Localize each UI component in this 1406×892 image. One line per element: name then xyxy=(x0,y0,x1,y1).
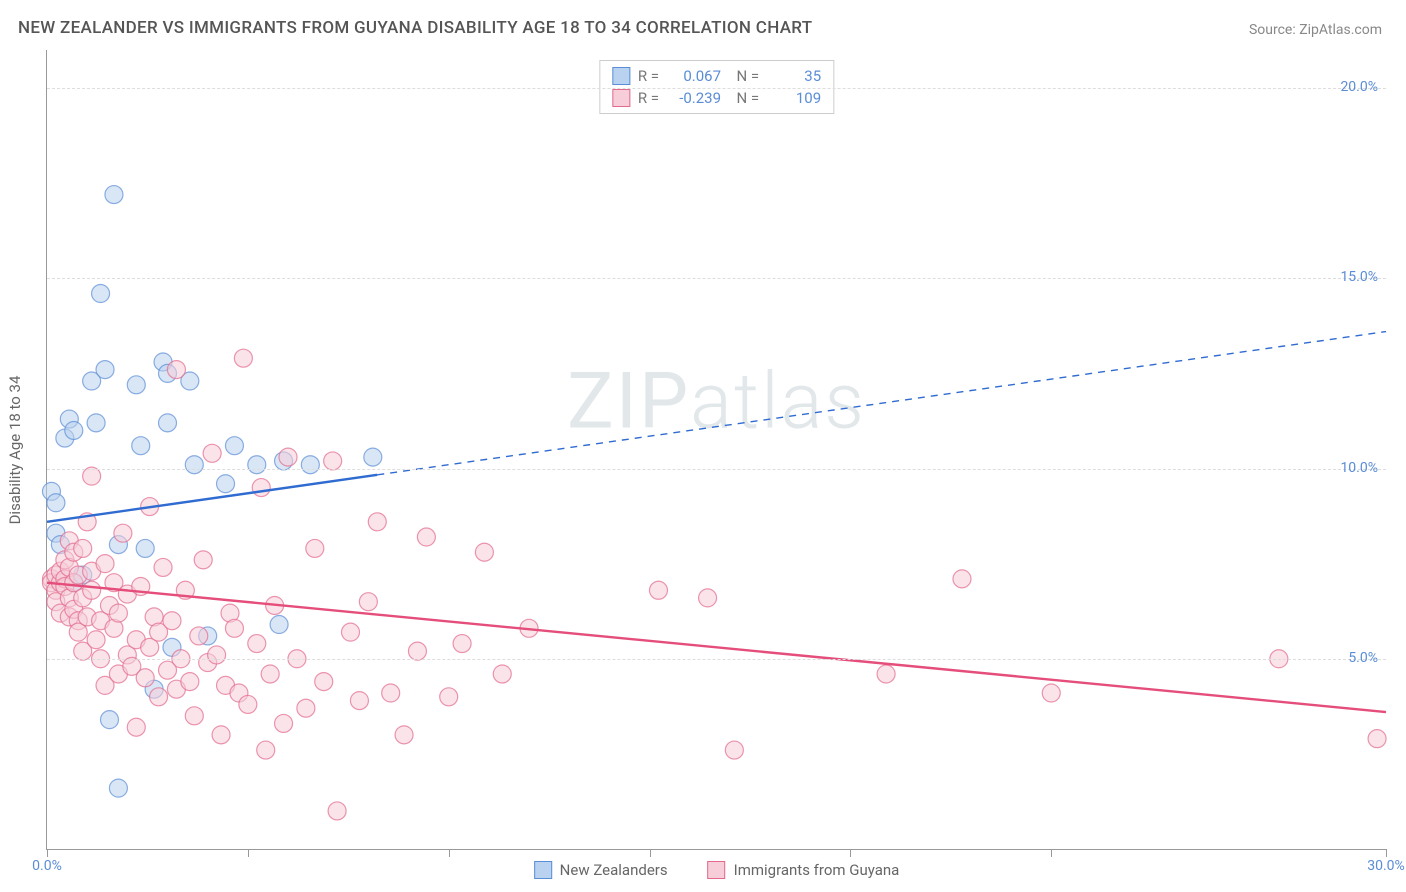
scatter-point xyxy=(252,479,270,497)
scatter-point xyxy=(350,692,368,710)
scatter-point xyxy=(699,589,717,607)
scatter-point xyxy=(65,421,83,439)
scatter-point xyxy=(87,631,105,649)
scatter-point xyxy=(395,726,413,744)
legend-series-label-0: New Zealanders xyxy=(560,861,668,879)
scatter-point xyxy=(127,376,145,394)
scatter-point xyxy=(453,635,471,653)
scatter-point xyxy=(649,581,667,599)
y-tick-label: 5.0% xyxy=(1348,650,1378,666)
scatter-point xyxy=(136,669,154,687)
scatter-point xyxy=(234,349,252,367)
scatter-point xyxy=(270,616,288,634)
scatter-point xyxy=(275,714,293,732)
scatter-point xyxy=(1042,684,1060,702)
legend-series-item-1: Immigrants from Guyana xyxy=(708,861,900,879)
legend-series-swatch-0 xyxy=(534,861,552,879)
scatter-point xyxy=(96,361,114,379)
y-tick-label: 15.0% xyxy=(1340,269,1378,285)
source-attribution: Source: ZipAtlas.com xyxy=(1249,22,1382,38)
scatter-point xyxy=(239,695,257,713)
scatter-point xyxy=(105,186,123,204)
y-tick-label: 10.0% xyxy=(1340,460,1378,476)
scatter-point xyxy=(217,475,235,493)
legend-series: New Zealanders Immigrants from Guyana xyxy=(534,861,900,879)
plot-area: ZIPatlas Disability Age 18 to 34 R = 0.0… xyxy=(46,50,1386,850)
source-value: ZipAtlas.com xyxy=(1299,22,1382,38)
scatter-point xyxy=(364,448,382,466)
scatter-point xyxy=(382,684,400,702)
scatter-point xyxy=(47,494,65,512)
scatter-point xyxy=(185,707,203,725)
scatter-point xyxy=(368,513,386,531)
scatter-point xyxy=(1368,730,1386,748)
scatter-point xyxy=(493,665,511,683)
scatter-point xyxy=(408,642,426,660)
trend-line-dashed xyxy=(377,332,1386,475)
scatter-point xyxy=(109,779,127,797)
scatter-point xyxy=(475,543,493,561)
scatter-point xyxy=(92,285,110,303)
y-axis-title: Disability Age 18 to 34 xyxy=(6,375,24,524)
x-tick-label: 30.0% xyxy=(1367,858,1405,874)
scatter-point xyxy=(109,604,127,622)
scatter-point xyxy=(83,581,101,599)
source-label: Source: xyxy=(1249,22,1296,38)
scatter-point xyxy=(203,444,221,462)
scatter-point xyxy=(359,593,377,611)
scatter-point xyxy=(279,448,297,466)
scatter-point xyxy=(257,741,275,759)
scatter-point xyxy=(150,688,168,706)
scatter-point xyxy=(261,665,279,683)
scatter-point xyxy=(440,688,458,706)
scatter-point xyxy=(328,802,346,820)
scatter-point xyxy=(83,467,101,485)
scatter-point xyxy=(212,726,230,744)
legend-series-swatch-1 xyxy=(708,861,726,879)
scatter-point xyxy=(301,456,319,474)
scatter-point xyxy=(953,570,971,588)
scatter-point xyxy=(100,711,118,729)
scatter-svg xyxy=(47,50,1386,849)
scatter-point xyxy=(324,452,342,470)
scatter-point xyxy=(136,539,154,557)
scatter-point xyxy=(342,623,360,641)
scatter-point xyxy=(225,619,243,637)
scatter-point xyxy=(181,673,199,691)
legend-series-label-1: Immigrants from Guyana xyxy=(734,861,900,879)
scatter-point xyxy=(96,555,114,573)
scatter-point xyxy=(725,741,743,759)
x-tick-label: 0.0% xyxy=(32,858,62,874)
scatter-point xyxy=(417,528,435,546)
scatter-point xyxy=(297,699,315,717)
scatter-point xyxy=(159,414,177,432)
scatter-point xyxy=(114,524,132,542)
y-tick-label: 20.0% xyxy=(1340,79,1378,95)
scatter-point xyxy=(248,635,266,653)
scatter-point xyxy=(185,456,203,474)
scatter-point xyxy=(248,456,266,474)
scatter-point xyxy=(163,612,181,630)
scatter-point xyxy=(208,646,226,664)
scatter-point xyxy=(154,558,172,576)
scatter-point xyxy=(194,551,212,569)
scatter-point xyxy=(74,539,92,557)
chart-title: NEW ZEALANDER VS IMMIGRANTS FROM GUYANA … xyxy=(18,18,812,38)
scatter-point xyxy=(167,361,185,379)
scatter-point xyxy=(877,665,895,683)
scatter-point xyxy=(190,627,208,645)
scatter-point xyxy=(87,414,105,432)
scatter-point xyxy=(127,718,145,736)
legend-series-item-0: New Zealanders xyxy=(534,861,668,879)
scatter-point xyxy=(315,673,333,691)
scatter-point xyxy=(225,437,243,455)
scatter-point xyxy=(132,437,150,455)
scatter-point xyxy=(306,539,324,557)
